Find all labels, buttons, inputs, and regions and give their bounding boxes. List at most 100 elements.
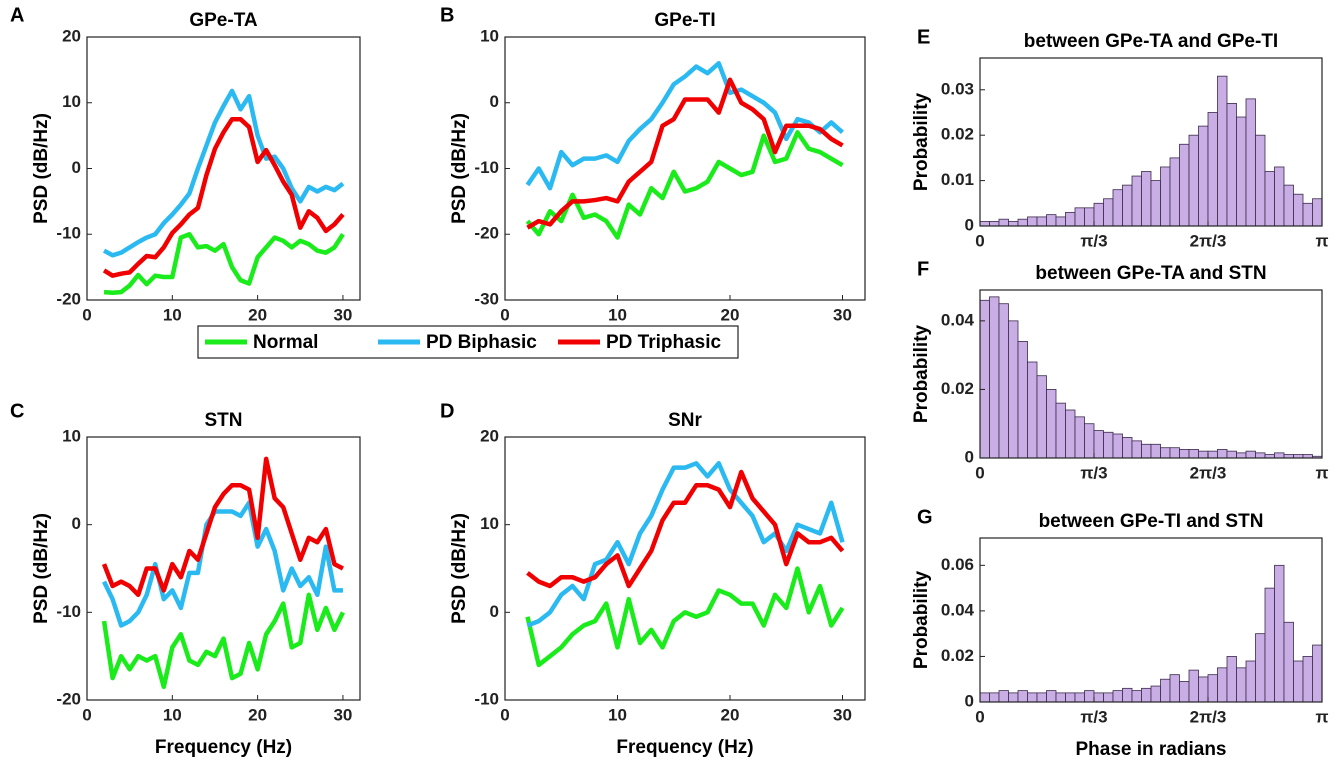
- hist-bar: [1236, 116, 1247, 227]
- hist-bar: [1046, 389, 1057, 459]
- x-tick-label: 0: [500, 705, 509, 724]
- chart-title: between GPe-TI and STN: [1039, 511, 1264, 532]
- hist-bar: [1131, 175, 1142, 227]
- x-tick-label: 10: [608, 305, 627, 324]
- panel-label: E: [917, 26, 930, 48]
- hist-bar: [979, 692, 990, 703]
- hist-bar: [1065, 692, 1076, 703]
- hist-bar: [1236, 452, 1247, 459]
- panel-label: B: [440, 4, 454, 26]
- hist-bar: [1065, 211, 1076, 227]
- hist-bar: [1046, 690, 1057, 703]
- y-axis-label: Probability: [911, 570, 932, 669]
- plot-frame: [979, 537, 1323, 703]
- hist-bar: [979, 299, 990, 459]
- hist-bar: [1179, 143, 1190, 227]
- chart-title: GPe-TA: [189, 10, 258, 31]
- series-line: [102, 88, 345, 258]
- x-axis-label: Phase in radians: [1075, 739, 1226, 760]
- hist-bar: [1036, 375, 1047, 459]
- hist-bar: [1103, 692, 1114, 703]
- hist-bar: [1226, 450, 1237, 459]
- hist-bar: [1027, 692, 1038, 703]
- x-tick-label: 20: [248, 705, 267, 724]
- y-tick-label: -20: [56, 689, 81, 708]
- y-tick-label: 10: [62, 426, 81, 445]
- hist-bar: [1122, 437, 1133, 459]
- plot-area: [505, 437, 865, 700]
- hist-bar: [1245, 98, 1256, 227]
- x-tick-label: 2π/3: [1190, 231, 1227, 250]
- hist-bar: [1226, 103, 1237, 227]
- hist-bar: [1160, 447, 1171, 459]
- hist-bar: [1141, 443, 1152, 459]
- y-tick-label: -20: [56, 289, 81, 308]
- hist-bar: [1150, 180, 1161, 227]
- x-tick-label: 2π/3: [1190, 707, 1227, 726]
- hist-bar: [1188, 134, 1199, 227]
- x-tick-label: 30: [333, 305, 352, 324]
- hist-bar: [1217, 75, 1228, 227]
- hist-bar: [1217, 667, 1228, 703]
- series-line: [101, 592, 345, 690]
- y-tick-label: -10: [474, 158, 499, 177]
- hist-bar: [1131, 440, 1142, 459]
- hist-bar: [1055, 692, 1066, 703]
- x-tick-label: 0: [500, 305, 509, 324]
- x-tick-label: 0: [975, 463, 984, 482]
- hist-bar: [998, 218, 1009, 227]
- hist-bar: [1179, 681, 1190, 703]
- x-tick-label: π/3: [1080, 463, 1107, 482]
- hist-bar: [1217, 449, 1228, 459]
- y-tick-label: 0.02: [941, 125, 974, 144]
- y-tick-label: -10: [474, 689, 499, 708]
- chart-title: GPe-TI: [654, 10, 715, 31]
- hist-bar: [979, 221, 990, 227]
- chart-title: between GPe-TA and STN: [1035, 263, 1266, 284]
- x-tick-label: 10: [163, 305, 182, 324]
- hist-bar: [1122, 687, 1133, 703]
- hist-bar: [1302, 202, 1313, 227]
- x-tick-label: 0: [82, 705, 91, 724]
- hist-bar: [1093, 202, 1104, 227]
- hist-bar: [1131, 690, 1142, 703]
- y-tick-label: 0.04: [941, 310, 975, 329]
- x-tick-label: 30: [333, 705, 352, 724]
- panel-label: F: [917, 258, 929, 280]
- series-line: [102, 116, 345, 278]
- plot-area: [87, 437, 360, 700]
- series-line: [526, 469, 845, 589]
- x-tick-label: 20: [721, 305, 740, 324]
- y-axis-label: PSD (dB/Hz): [31, 113, 52, 224]
- hist-bar: [1245, 450, 1256, 459]
- chart-title: SNr: [668, 410, 702, 431]
- y-tick-label: 20: [62, 26, 81, 45]
- x-tick-label: 0: [975, 707, 984, 726]
- hist-bar: [1112, 433, 1123, 459]
- hist-bar: [1188, 669, 1199, 703]
- y-tick-label: 0.02: [941, 646, 974, 665]
- y-tick-label: 10: [480, 26, 499, 45]
- hist-bar: [1293, 660, 1304, 703]
- y-tick-label: 0: [965, 215, 974, 234]
- y-tick-label: 0.01: [941, 170, 974, 189]
- hist-bar: [1093, 692, 1104, 703]
- y-tick-label: 10: [480, 514, 499, 533]
- hist-bar: [1255, 452, 1266, 459]
- hist-bar: [1027, 216, 1038, 227]
- hist-bar: [989, 221, 1000, 227]
- hist-bar: [1141, 171, 1152, 227]
- y-tick-label: 0: [72, 514, 81, 533]
- hist-bar: [1112, 189, 1123, 227]
- y-tick-label: 0: [72, 158, 81, 177]
- hist-bar: [1122, 184, 1133, 227]
- y-tick-label: 0.04: [941, 600, 975, 619]
- plot-area: [505, 37, 865, 300]
- y-tick-label: 0: [965, 691, 974, 710]
- x-tick-label: π/3: [1080, 231, 1107, 250]
- hist-bar: [1036, 692, 1047, 703]
- hist-bar: [1008, 320, 1019, 459]
- hist-bar: [1046, 214, 1057, 227]
- x-tick-label: 10: [608, 705, 627, 724]
- plot-area: [87, 37, 360, 300]
